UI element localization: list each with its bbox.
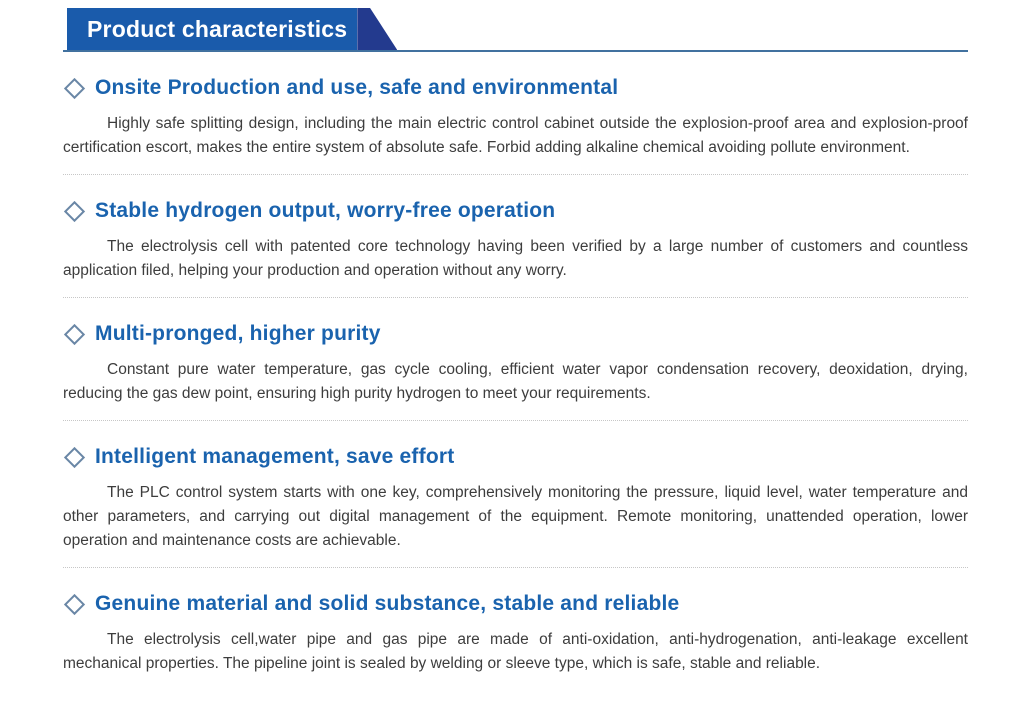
dotted-divider [63, 297, 968, 298]
feature-heading-text: Genuine material and solid substance, st… [95, 592, 680, 615]
banner-slant-decoration [357, 8, 398, 50]
title-banner: Product characteristics [67, 8, 398, 50]
feature-body: The electrolysis cell with patented core… [63, 238, 968, 279]
diamond-icon [63, 200, 86, 222]
page-title: Product characteristics [87, 15, 348, 42]
dotted-divider [63, 174, 968, 175]
feature-heading-text: Onsite Production and use, safe and envi… [95, 76, 619, 99]
feature-heading: Onsite Production and use, safe and envi… [63, 72, 968, 104]
feature-body: The PLC control system starts with one k… [63, 484, 968, 549]
feature-heading-text: Multi-pronged, higher purity [95, 322, 381, 345]
feature-section-genuine-material: Genuine material and solid substance, st… [63, 568, 968, 690]
content: Onsite Production and use, safe and envi… [63, 52, 968, 690]
feature-heading: Intelligent management, save effort [63, 441, 968, 473]
feature-section-intelligent-management: Intelligent management, save effort The … [63, 421, 968, 567]
feature-section-higher-purity: Multi-pronged, higher purity Constant pu… [63, 298, 968, 420]
dotted-divider [63, 420, 968, 421]
feature-heading: Stable hydrogen output, worry-free opera… [63, 195, 968, 227]
header-rule: Product characteristics [63, 8, 968, 52]
feature-body: The electrolysis cell,water pipe and gas… [63, 631, 968, 672]
feature-heading: Multi-pronged, higher purity [63, 318, 968, 350]
feature-heading-text: Intelligent management, save effort [95, 445, 455, 468]
page-header: Product characteristics [63, 8, 968, 52]
feature-body: Highly safe splitting design, including … [63, 115, 968, 156]
feature-heading: Genuine material and solid substance, st… [63, 588, 968, 620]
feature-body: Constant pure water temperature, gas cyc… [63, 361, 968, 402]
feature-section-stable-output: Stable hydrogen output, worry-free opera… [63, 175, 968, 297]
diamond-icon [63, 593, 86, 615]
dotted-divider [63, 567, 968, 568]
feature-section-onsite-production: Onsite Production and use, safe and envi… [63, 52, 968, 174]
feature-heading-text: Stable hydrogen output, worry-free opera… [95, 199, 556, 222]
diamond-icon [63, 323, 86, 345]
diamond-icon [63, 446, 86, 468]
title-banner-rect: Product characteristics [67, 8, 358, 50]
diamond-icon [63, 77, 86, 99]
